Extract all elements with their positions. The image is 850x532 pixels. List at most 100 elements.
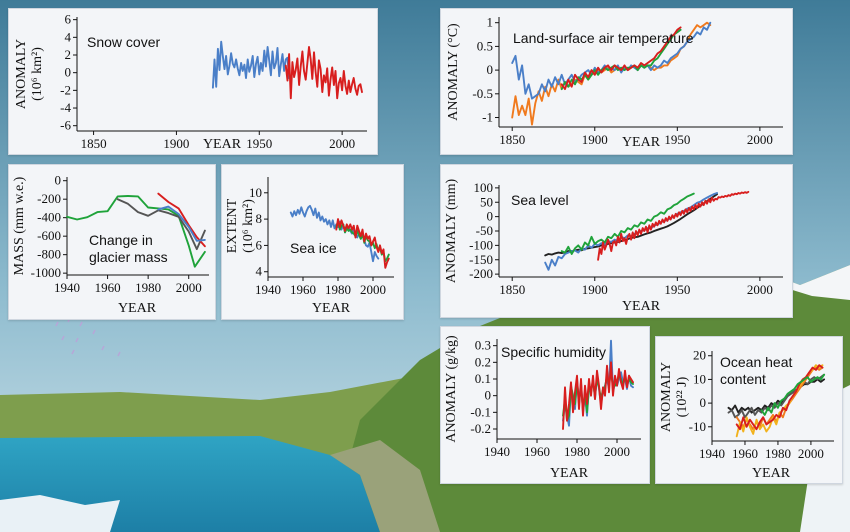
chart-ocean-heat: 1940 1960 1980 2000 20 10 0 -10 Ocean heat conten… <box>659 348 834 481</box>
y-tick-label: 0 <box>485 388 492 403</box>
y-tick-label: 20 <box>693 348 706 363</box>
y-tick-label: 8 <box>256 211 263 226</box>
y-tick-label: 1 <box>487 15 494 30</box>
chart-sea-ice: 1940 1960 1980 2000 10 8 6 4 Sea ice YEAR EXTENT (1… <box>225 177 394 316</box>
shore <box>330 440 440 532</box>
y-tick-label: 6 <box>65 12 72 27</box>
series-line-dataset-c <box>335 218 390 269</box>
y-axis-label: EXTENT <box>225 198 240 253</box>
y-tick-label: 0 <box>55 173 62 188</box>
y-tick-label: -200 <box>469 266 493 281</box>
chart-title: Land-surface air temperature <box>513 30 694 46</box>
series-line-dataset-a <box>211 40 291 89</box>
y-tick-label: 0.3 <box>475 338 491 353</box>
y-tick-label: -4 <box>60 100 71 115</box>
x-axis-label: YEAR <box>622 135 661 150</box>
panel-sea-level: 1850 1900 1950 2000 100 50 0 -50 -100 -150 -200 Sea… <box>440 164 793 318</box>
panel-specific-humidity: 1940 1960 1980 2000 0.3 0.2 0.1 0 -0.1 -0.2 Specif… <box>440 326 650 484</box>
y-tick-label: 2 <box>65 47 72 62</box>
y-tick-label: -2 <box>60 82 71 97</box>
y-tick-label: 10 <box>693 371 706 386</box>
y-tick-label: -0.5 <box>472 86 493 101</box>
x-tick-label: 2000 <box>747 132 773 147</box>
series-line-dataset-b <box>116 198 206 251</box>
x-tick-label: 1940 <box>255 282 281 297</box>
x-tick-label: 1940 <box>484 444 510 459</box>
x-tick-label: 1900 <box>582 132 608 147</box>
series-line-dataset-a <box>511 21 712 126</box>
y-tick-label: 6 <box>256 237 263 252</box>
x-tick-label: 2000 <box>360 282 386 297</box>
chart-title: Change in glacier mass <box>89 232 168 265</box>
series-line-dataset-b <box>544 192 718 271</box>
x-tick-label: 2000 <box>798 446 824 461</box>
chart-glacier-mass: 1940 1960 1980 2000 0 -200 -400 -600 -800 -1000 Ch… <box>12 173 209 316</box>
y-tick-label: -1 <box>482 110 493 125</box>
series-line-dataset-a <box>66 195 206 268</box>
x-tick-label: 1940 <box>699 446 725 461</box>
x-tick-label: 2000 <box>176 280 202 295</box>
x-tick-label: 1900 <box>163 136 189 151</box>
ice-floe <box>0 495 120 532</box>
x-tick-label: 1960 <box>732 446 758 461</box>
x-tick-label: 1980 <box>765 446 791 461</box>
x-tick-label: 1960 <box>524 444 550 459</box>
series-line-dataset-c <box>157 192 206 248</box>
chart-title: Snow cover <box>87 34 160 50</box>
x-axis-label: YEAR <box>118 301 157 316</box>
panel-sea-ice: 1940 1960 1980 2000 10 8 6 4 Sea ice YEAR EXTENT (1… <box>221 164 404 320</box>
x-tick-label: 1850 <box>499 132 525 147</box>
chart-title: Ocean heat content <box>720 354 792 387</box>
y-tick-label: 0 <box>700 395 707 410</box>
chart-title: Specific humidity <box>501 344 606 360</box>
x-tick-label: 1950 <box>246 136 272 151</box>
panel-ocean-heat: 1940 1960 1980 2000 20 10 0 -10 Ocean heat conten… <box>655 336 843 484</box>
series-line-dataset-d <box>157 205 206 242</box>
y-tick-label: -600 <box>37 228 61 243</box>
y-axis-label: ANOMALY (mm) <box>444 179 459 284</box>
x-tick-label: 2000 <box>747 282 773 297</box>
y-tick-label: -100 <box>469 237 493 252</box>
y-tick-label: 4 <box>256 264 263 279</box>
y-tick-label: -50 <box>476 223 493 238</box>
y-axis-label: ANOMALY (°C) <box>446 23 461 121</box>
series-line-dataset-f <box>760 373 826 416</box>
x-axis-label: YEAR <box>550 466 589 481</box>
y-tick-label: 0 <box>487 209 494 224</box>
x-tick-label: 1950 <box>664 132 690 147</box>
y-axis-label: ANOMALY (g/kg) <box>444 335 459 443</box>
y-tick-label: -6 <box>60 118 71 133</box>
y-axis-unit: (10⁶ km²) <box>241 199 256 253</box>
y-tick-label: -0.1 <box>470 404 491 419</box>
x-tick-label: 1980 <box>135 280 161 295</box>
series-line-dataset-c <box>560 192 695 255</box>
x-tick-label: 1980 <box>564 444 590 459</box>
y-axis-unit: (10⁶ km²) <box>30 47 45 101</box>
x-axis-label: YEAR <box>752 466 791 481</box>
y-axis-label: ANOMALY <box>659 362 674 432</box>
y-tick-label: 0 <box>65 65 72 80</box>
x-tick-label: 1850 <box>81 136 107 151</box>
series-line-dataset-c <box>562 361 634 430</box>
panel-land-temperature: 1850 1900 1950 2000 1 0.5 0 -0.5 -1 Land-surface … <box>440 8 793 155</box>
chart-specific-humidity: 1940 1960 1980 2000 0.30.2 0.1 0-0.1 -0.2 Specif… <box>444 335 641 481</box>
x-tick-label: 2000 <box>329 136 355 151</box>
chart-title: Sea ice <box>290 240 337 256</box>
x-tick-label: 1950 <box>664 282 690 297</box>
y-tick-label: -400 <box>37 210 61 225</box>
y-axis-label: ANOMALY <box>14 39 29 109</box>
y-tick-label: 0.2 <box>475 354 491 369</box>
y-tick-label: -800 <box>37 247 61 262</box>
chart-snow-cover: 1850 1900 1950 2000 6 4 2 0 -2 -4 -6 Snow cover YEAR… <box>14 12 367 152</box>
x-tick-label: 1940 <box>54 280 80 295</box>
x-tick-label: 2000 <box>604 444 630 459</box>
series-line-dataset-d <box>560 26 682 91</box>
x-axis-label: YEAR <box>312 301 351 316</box>
y-tick-label: -200 <box>37 191 61 206</box>
x-tick-label: 1900 <box>582 282 608 297</box>
x-axis-label: YEAR <box>622 299 661 314</box>
panel-snow-cover: 1850 1900 1950 2000 6 4 2 0 -2 -4 -6 Snow cover YEAR… <box>8 8 378 155</box>
y-axis-label: MASS (mm w.e.) <box>12 176 27 275</box>
series-line-dataset-d <box>597 190 750 261</box>
